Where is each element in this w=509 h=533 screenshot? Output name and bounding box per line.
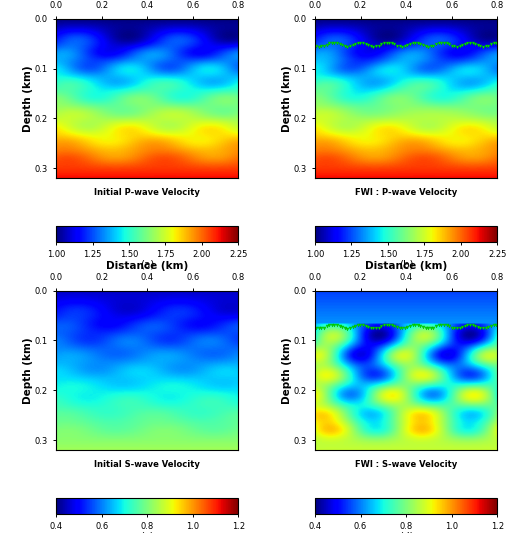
Text: Initial S-wave Velocity: Initial S-wave Velocity: [94, 459, 200, 469]
Text: FWI : S-wave Velocity: FWI : S-wave Velocity: [354, 459, 457, 469]
Y-axis label: Depth (km): Depth (km): [281, 337, 292, 403]
Text: (c): (c): [140, 532, 154, 533]
Text: FWI : P-wave Velocity: FWI : P-wave Velocity: [354, 188, 457, 197]
Y-axis label: Depth (km): Depth (km): [281, 65, 292, 132]
Text: Initial P-wave Velocity: Initial P-wave Velocity: [94, 188, 200, 197]
Text: (b): (b): [398, 260, 413, 270]
Text: (d): (d): [398, 532, 413, 533]
X-axis label: Distance (km): Distance (km): [106, 261, 188, 271]
Y-axis label: Depth (km): Depth (km): [23, 65, 33, 132]
X-axis label: Distance (km): Distance (km): [364, 261, 446, 271]
Y-axis label: Depth (km): Depth (km): [23, 337, 33, 403]
Text: (a): (a): [140, 260, 154, 270]
